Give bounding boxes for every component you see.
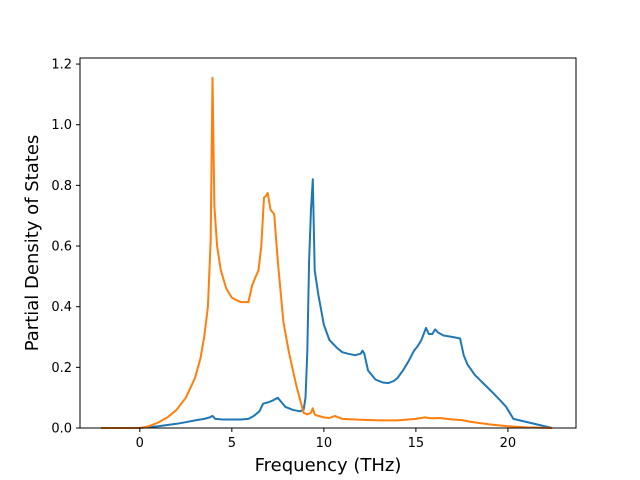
x-tick-label: 20 [500,436,517,451]
x-tick-label: 15 [408,436,425,451]
y-tick-label: 0.8 [51,179,72,194]
plot-area [101,76,553,429]
y-tick-label: 0.6 [51,240,72,255]
axis-ticks: 0 5 10 15 20 0.0 0.2 0.4 0.6 0.8 1.0 1.2 [51,58,516,451]
axes-frame [79,57,577,429]
x-tick-label: 0 [136,436,144,451]
y-tick-label: 0.2 [51,361,72,376]
x-tick-label: 10 [316,436,333,451]
y-tick-label: 1.0 [51,118,72,133]
x-axis-label: Frequency (THz) [255,455,402,476]
y-tick-label: 0.4 [51,300,72,315]
y-tick-label: 0.0 [51,422,72,437]
series-line-1 [101,178,553,429]
x-tick-label: 5 [228,436,236,451]
y-axis-label: Partial Density of States [22,135,43,352]
series-line-2 [101,76,553,429]
y-tick-label: 1.2 [51,58,72,73]
